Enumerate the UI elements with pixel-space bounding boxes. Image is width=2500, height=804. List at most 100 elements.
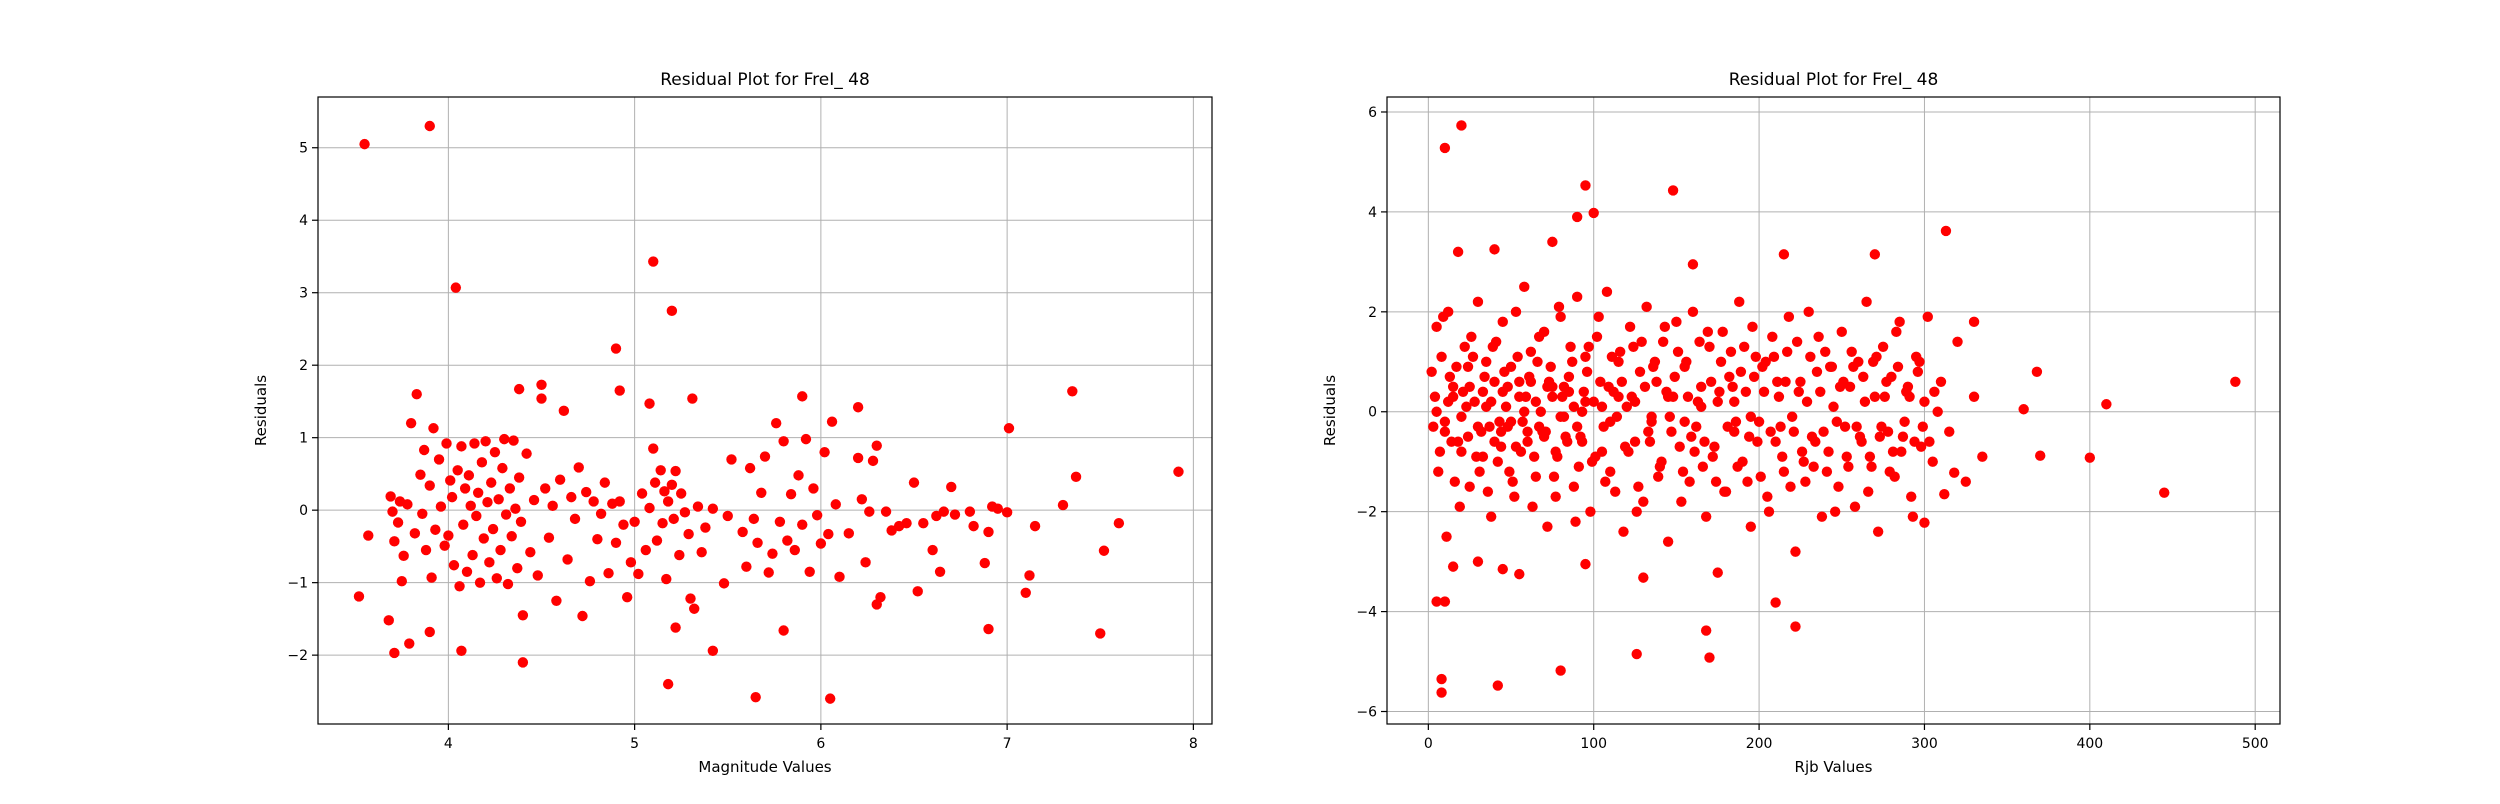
right-data-point: [1836, 326, 1847, 338]
left-scatter-panel: 4 5 6 7 8 −2 −1 0 1 2 3 4 5 Residual Plot for FreI_ …: [252, 70, 1213, 776]
left-data-point: [389, 536, 400, 547]
right-data-point: [1767, 331, 1778, 343]
left-data-point: [409, 528, 421, 539]
left-data-point: [588, 496, 599, 507]
right-data-point: [1727, 381, 1738, 392]
right-data-point: [1436, 351, 1447, 362]
right-data-point: [1492, 456, 1503, 467]
left-x-tick-label: 7: [1003, 736, 1012, 752]
right-data-point: [2031, 366, 2043, 377]
right-data-point: [1449, 476, 1461, 487]
right-data-point: [1527, 501, 1538, 512]
right-data-point: [1745, 411, 1757, 422]
left-y-tick-label: 5: [299, 141, 308, 157]
right-data-point: [1497, 563, 1508, 575]
left-data-point: [497, 462, 508, 474]
left-data-point: [482, 496, 493, 508]
right-data-point: [1924, 436, 1935, 447]
left-data-point: [398, 550, 409, 562]
right-data-point: [1904, 391, 1915, 402]
right-data-point: [1600, 476, 1611, 487]
left-data-point: [426, 572, 437, 583]
right-data-point: [1869, 391, 1881, 402]
right-data-point: [1742, 476, 1753, 487]
right-data-point: [1710, 476, 1722, 487]
left-data-point: [1095, 628, 1106, 639]
right-data-point: [1770, 597, 1781, 608]
right-data-point: [1517, 416, 1528, 427]
right-data-point: [1562, 436, 1573, 447]
left-y-tick-label: −2: [287, 648, 308, 664]
right-data-point: [1542, 381, 1553, 392]
left-data-point: [480, 436, 491, 447]
left-data-point: [692, 501, 704, 512]
right-data-point: [1772, 376, 1783, 387]
right-data-point: [1775, 421, 1786, 432]
left-data-point: [815, 538, 827, 549]
right-data-point: [1649, 356, 1661, 367]
left-data-point: [450, 282, 462, 293]
right-data-point: [1509, 491, 1520, 502]
right-data-point: [1535, 406, 1546, 417]
right-data-point: [1729, 396, 1740, 407]
right-data-point: [2159, 487, 2170, 498]
right-data-point: [1687, 259, 1699, 270]
right-data-point: [1907, 511, 1919, 522]
right-data-point: [1793, 386, 1804, 397]
right-data-point: [1590, 451, 1601, 462]
left-data-point: [767, 548, 778, 559]
left-data-point: [495, 544, 506, 556]
left-data-point: [804, 566, 815, 577]
left-data-point: [1113, 518, 1125, 529]
right-data-point: [1481, 356, 1492, 367]
right-data-point: [1968, 391, 1980, 402]
left-data-point: [459, 483, 471, 494]
right-data-point: [1639, 381, 1651, 392]
right-data-point: [1605, 466, 1616, 477]
right-data-point: [1659, 321, 1671, 333]
right-data-point: [1451, 361, 1462, 372]
left-data-point: [912, 586, 923, 597]
left-data-point: [946, 481, 957, 493]
left-data-point: [435, 501, 447, 512]
right-data-point: [1677, 466, 1689, 477]
right-data-point: [1679, 416, 1690, 427]
right-data-point: [1681, 356, 1692, 367]
right-data-point: [1735, 366, 1747, 377]
right-data-point: [1447, 381, 1459, 392]
left-data-point: [782, 535, 793, 546]
right-data-point: [1497, 316, 1508, 328]
right-data-point: [1929, 386, 1940, 397]
right-data-point: [1510, 441, 1522, 452]
right-data-point: [1490, 336, 1502, 348]
right-data-point: [1788, 426, 1800, 437]
right-data-point: [1624, 321, 1636, 333]
left-data-point: [430, 524, 441, 535]
left-data-point: [489, 446, 501, 458]
left-data-point: [655, 465, 666, 476]
right-data-point: [1866, 461, 1877, 472]
right-data-point: [1616, 376, 1628, 387]
left-chart-title: Residual Plot for FreI_ 48: [660, 70, 870, 90]
right-data-point: [1717, 326, 1728, 338]
left-x-tick-label: 8: [1189, 736, 1198, 752]
left-data-point: [512, 562, 523, 574]
right-data-point: [1810, 436, 1821, 447]
right-data-point: [1528, 451, 1540, 462]
right-data-point: [1504, 466, 1515, 477]
right-data-point: [1492, 680, 1503, 691]
left-data-point: [983, 526, 994, 538]
right-data-point: [1489, 436, 1500, 447]
right-data-point: [1601, 286, 1613, 298]
right-data-point: [1489, 376, 1500, 387]
right-data-point: [1469, 396, 1480, 407]
right-data-point: [1686, 431, 1697, 442]
right-data-point: [1634, 366, 1646, 377]
right-data-point: [1502, 381, 1513, 392]
left-data-point: [785, 489, 797, 500]
right-data-point: [1833, 481, 1844, 492]
right-data-point: [1631, 506, 1642, 517]
left-data-point: [763, 567, 774, 578]
left-data-point: [532, 570, 543, 581]
